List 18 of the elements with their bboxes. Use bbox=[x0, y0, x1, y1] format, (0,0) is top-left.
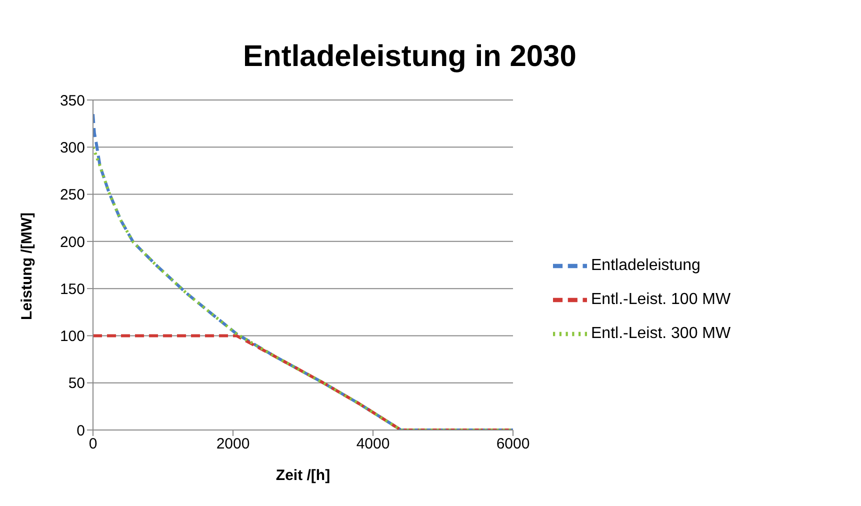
legend-label: Entladeleistung bbox=[591, 256, 700, 274]
legend-label: Entl.-Leist. 300 MW bbox=[591, 325, 731, 342]
y-axis-title: Leistung /[MW] bbox=[18, 212, 36, 320]
y-tick-label: 350 bbox=[60, 92, 85, 110]
y-tick-label: 300 bbox=[60, 139, 85, 156]
x-tick-label: 0 bbox=[88, 436, 98, 453]
y-tick-label: 50 bbox=[68, 375, 85, 392]
x-axis-title: Zeit /[h] bbox=[276, 467, 330, 484]
y-tick-label: 0 bbox=[76, 422, 85, 440]
x-tick-label: 6000 bbox=[496, 436, 530, 453]
x-tick-label: 4000 bbox=[356, 436, 390, 453]
chart-title: Entladeleistung in 2030 bbox=[242, 39, 578, 75]
y-tick-label: 150 bbox=[60, 280, 85, 298]
legend-label: Entl.-Leist. 100 MW bbox=[591, 291, 731, 308]
y-tick-label: 200 bbox=[60, 234, 85, 251]
x-tick-label: 2000 bbox=[216, 436, 250, 453]
y-tick-label: 100 bbox=[60, 328, 85, 346]
y-tick-label: 250 bbox=[60, 186, 85, 204]
